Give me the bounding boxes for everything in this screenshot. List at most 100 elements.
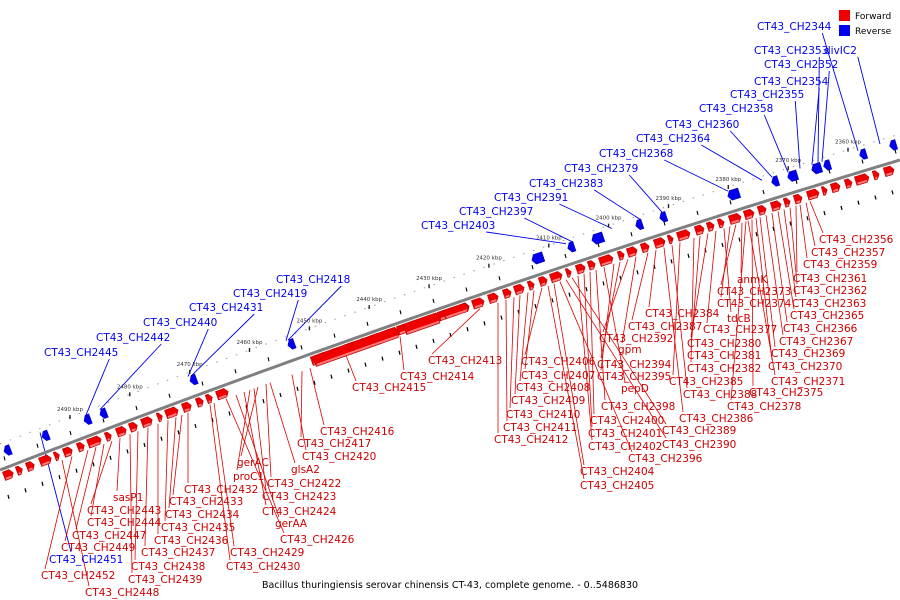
reverse-gene-label[interactable]: CT43_CH2391 [494,192,568,204]
forward-gene[interactable] [52,451,61,462]
forward-gene[interactable] [769,200,782,212]
forward-gene-label[interactable]: CT43_CH2363 [792,298,866,310]
forward-gene[interactable] [548,270,563,284]
forward-gene[interactable] [127,421,139,433]
forward-gene-label[interactable]: CT43_CH2433 [169,496,243,508]
forward-gene-label[interactable]: CT43_CH2411 [503,422,577,434]
forward-gene-label[interactable]: CT43_CH2378 [727,401,801,413]
forward-gene-label[interactable]: CT43_CH2382 [687,363,761,375]
forward-gene-label[interactable]: CT43_CH2356 [819,234,894,246]
reverse-gene[interactable] [2,444,13,457]
reverse-gene[interactable] [810,162,824,175]
forward-gene-label[interactable]: CT43_CH2394 [597,359,672,371]
forward-gene-label[interactable]: gpm [618,344,642,356]
forward-gene[interactable] [693,224,705,236]
forward-gene[interactable] [114,425,128,438]
reverse-gene[interactable] [188,373,199,386]
forward-gene-label[interactable]: glsA2 [291,464,320,476]
forward-gene-label[interactable]: CT43_CH2381 [687,350,761,362]
reverse-gene-label[interactable]: CT43_CH2451 [49,554,123,566]
forward-gene-label[interactable]: CT43_CH2400 [590,415,664,427]
forward-gene-label[interactable]: pepD [621,383,649,395]
reverse-gene-label[interactable]: CT43_CH2364 [636,133,711,145]
forward-gene-label[interactable]: CT43_CH2414 [400,371,475,383]
reverse-gene[interactable] [770,175,781,188]
reverse-gene-label[interactable]: CT43_CH2358 [699,103,773,115]
forward-gene-label[interactable]: CT43_CH2385 [669,376,743,388]
reverse-gene-label[interactable]: CT43_CH2354 [754,76,829,88]
forward-gene-label[interactable]: sasP1 [113,492,143,504]
forward-gene-label[interactable]: CT43_CH2412 [494,434,568,446]
forward-gene-label[interactable]: CT43_CH2387 [628,321,702,333]
forward-gene[interactable] [564,267,573,278]
forward-gene[interactable] [853,173,870,186]
reverse-gene[interactable] [82,413,93,426]
forward-gene-label[interactable]: CT43_CH2359 [803,259,877,271]
reverse-gene-label[interactable]: CT43_CH2397 [459,206,533,218]
forward-gene-label[interactable]: CT43_CH2443 [87,505,161,517]
forward-gene-label[interactable]: CT43_CH2417 [297,438,371,450]
forward-gene[interactable] [501,288,512,300]
forward-gene[interactable] [871,170,880,181]
reverse-gene[interactable] [658,211,669,223]
forward-gene-label[interactable]: anmK [737,274,768,286]
reverse-gene[interactable] [286,338,297,350]
forward-gene-label[interactable]: CT43_CH2424 [262,506,337,518]
reverse-gene-label[interactable]: CT43_CH2403 [421,220,495,232]
reverse-gene[interactable] [530,251,546,265]
forward-gene-label[interactable]: CT43_CH2449 [61,542,135,554]
forward-gene-label[interactable]: CT43_CH2373 [717,286,791,298]
forward-gene-label[interactable]: CT43_CH2420 [302,451,376,463]
reverse-gene-label[interactable]: CT43_CH2344 [757,21,832,33]
forward-gene[interactable] [155,412,164,423]
forward-gene-label[interactable]: CT43_CH2439 [128,574,202,586]
forward-gene[interactable] [829,182,841,194]
forward-gene-label[interactable]: CT43_CH2435 [161,522,235,534]
reverse-gene[interactable] [858,148,869,161]
reverse-gene-label[interactable]: CT43_CH2419 [233,288,307,300]
forward-gene-label[interactable]: CT43_CH2380 [687,338,761,350]
forward-gene[interactable] [843,178,853,189]
forward-gene[interactable] [882,165,895,177]
forward-gene[interactable] [652,237,666,249]
forward-gene-label[interactable]: CT43_CH2405 [580,480,654,492]
forward-gene[interactable] [537,275,548,287]
forward-gene-label[interactable]: proC1 [233,471,264,483]
forward-gene-label[interactable]: CT43_CH2434 [165,509,240,521]
reverse-gene-label[interactable]: CT43_CH2355 [730,89,804,101]
reverse-gene-label[interactable]: CT43_CH2445 [44,347,118,359]
forward-gene[interactable] [86,435,102,449]
forward-gene[interactable] [103,431,113,442]
forward-gene-label[interactable]: CT43_CH2438 [131,561,205,573]
forward-gene-label[interactable]: CT43_CH2390 [662,439,736,451]
forward-gene[interactable] [486,292,499,305]
forward-gene[interactable] [180,401,193,413]
forward-gene-label[interactable]: CT43_CH2447 [72,530,146,542]
forward-gene[interactable] [164,406,179,420]
forward-gene-label[interactable]: CT43_CH2408 [516,382,590,394]
forward-gene-label[interactable]: CT43_CH2437 [141,547,215,559]
forward-gene-label[interactable]: CT43_CH2422 [267,478,341,490]
forward-gene[interactable] [61,446,74,458]
reverse-gene[interactable] [40,429,51,442]
forward-gene-label[interactable]: CT43_CH2444 [87,517,162,529]
forward-gene-label[interactable]: CT43_CH2429 [230,547,304,559]
reverse-gene[interactable] [888,139,899,151]
forward-gene-label[interactable]: CT43_CH2407 [521,370,595,382]
forward-gene-label[interactable]: CT43_CH2452 [41,570,115,582]
forward-gene[interactable] [675,229,691,242]
forward-gene-label[interactable]: CT43_CH2386 [679,413,754,425]
forward-gene-label[interactable]: CT43_CH2409 [511,395,585,407]
forward-gene-label[interactable]: gerAC [237,457,269,469]
forward-gene[interactable] [666,234,675,245]
reverse-gene[interactable] [726,187,742,201]
forward-gene-label[interactable]: CT43_CH2369 [771,348,845,360]
forward-gene[interactable] [75,441,86,453]
forward-gene-label[interactable]: CT43_CH2392 [599,333,673,345]
forward-gene[interactable] [792,193,803,205]
forward-gene-label[interactable]: CT43_CH2361 [793,273,867,285]
reverse-gene-label[interactable]: CT43_CH2383 [529,178,603,190]
forward-gene-label[interactable]: CT43_CH2357 [811,247,885,259]
forward-gene[interactable] [574,263,586,275]
forward-gene[interactable] [805,188,820,201]
